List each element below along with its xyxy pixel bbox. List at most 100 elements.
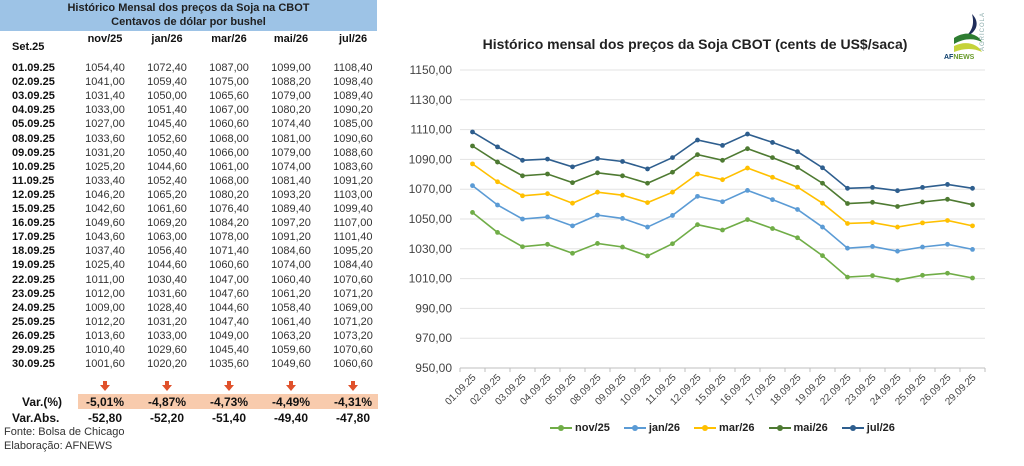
price-cell: 1065,60 (209, 90, 249, 103)
chart-title: Histórico mensal dos preços da Soja CBOT… (482, 36, 908, 52)
data-point (495, 159, 500, 165)
data-point (820, 253, 825, 259)
price-cell: 1069,00 (333, 301, 373, 314)
data-point (945, 182, 950, 187)
table-subtitle: Centavos de dólar por bushel (111, 16, 266, 28)
price-cell: 1071,20 (333, 287, 373, 300)
data-point (770, 155, 775, 161)
legend-swatch-icon (768, 423, 791, 433)
row-date: 09.09.25 (12, 146, 55, 159)
data-point (795, 207, 800, 212)
row-date: 24.09.25 (12, 301, 55, 314)
price-cell: 1089,40 (333, 90, 373, 103)
price-cell: 1084,20 (209, 217, 249, 230)
legend-label: jan/26 (648, 422, 681, 434)
price-cell: 1075,00 (209, 76, 249, 89)
data-point (795, 149, 800, 155)
data-point (545, 214, 550, 220)
price-cell: 1033,00 (147, 329, 187, 342)
price-cell: 1098,40 (333, 76, 373, 89)
data-point (520, 173, 525, 179)
table-title: Histórico Mensal dos preços da Soja na C… (67, 2, 310, 14)
row-date: 02.09.25 (12, 76, 55, 89)
data-point (845, 201, 850, 206)
legend-swatch-icon (550, 423, 572, 433)
data-point (920, 220, 925, 226)
price-cell: 1013,60 (85, 329, 125, 342)
y-tick-label: 1070,00 (409, 182, 453, 196)
line-chart: 950,00 970,00 990,00 1010,00 1030,00 1050,00 1… (409, 63, 986, 408)
var-pct-value: -5,01% (85, 395, 125, 409)
legend-item: jul/26 (841, 420, 895, 436)
price-cell: 1090,20 (333, 104, 373, 117)
price-cell: 1011,00 (85, 273, 125, 286)
legend-label: jul/26 (866, 422, 895, 434)
table-row: 19.09.25 1025,40 1044,60 1060,60 1074,00 1084… (0, 259, 377, 273)
data-point (795, 165, 800, 170)
data-point (645, 253, 650, 259)
price-cell: 1074,40 (271, 118, 311, 131)
data-point (870, 273, 875, 279)
data-point (720, 142, 725, 148)
data-point (470, 143, 475, 149)
price-cell: 1076,40 (209, 203, 249, 215)
price-cell: 1060,40 (271, 273, 311, 286)
table-row: 10.09.25 1025,20 1044,60 1061,00 1074,00 1083… (0, 161, 377, 175)
data-point (895, 277, 900, 283)
price-cell: 1079,00 (271, 90, 311, 103)
table-row: 03.09.25 1031,40 1050,00 1065,60 1079,00 1089… (0, 90, 377, 104)
data-point (670, 155, 675, 161)
row-header-label: Set.25 (12, 41, 45, 53)
price-cell: 1025,20 (85, 160, 125, 173)
price-cell: 1061,20 (271, 287, 311, 300)
table-row: 15.09.25 1042,60 1061,60 1076,40 1089,40 1099… (0, 203, 377, 217)
price-cell: 1059,40 (147, 76, 187, 89)
table-row: 29.09.25 1010,40 1029,60 1045,40 1059,60 1070… (0, 344, 377, 358)
data-point (745, 165, 750, 171)
data-point (570, 200, 575, 206)
data-point (845, 185, 850, 191)
price-cell: 1067,00 (209, 104, 249, 117)
data-point (570, 180, 575, 186)
price-cell: 1049,00 (209, 329, 249, 342)
price-cell: 1031,40 (85, 90, 125, 103)
data-point (795, 184, 800, 190)
price-cell: 1042,60 (85, 203, 125, 215)
data-point (920, 272, 925, 278)
column-header: jan/26 (151, 33, 183, 45)
trend-arrow-row (0, 378, 377, 392)
data-point (645, 224, 650, 230)
price-cell: 1050,40 (147, 146, 187, 159)
down-arrow-icon (318, 378, 388, 396)
data-point (720, 177, 725, 183)
y-tick-label: 1150,00 (410, 63, 453, 77)
legend-label: mar/26 (719, 422, 755, 434)
price-cell: 1097,20 (271, 217, 311, 230)
var-abs-label: Var.Abs. (12, 411, 60, 425)
data-point (770, 174, 775, 180)
price-cell: 1049,60 (85, 217, 125, 230)
price-cell: 1060,60 (209, 118, 249, 131)
price-cell: 1047,00 (209, 273, 249, 286)
data-point (495, 230, 500, 235)
row-date: 11.09.25 (12, 174, 55, 187)
logo-leaves-icon (954, 14, 982, 52)
var-pct-value: -4,49% (271, 395, 311, 409)
y-tick-label: 1010,00 (409, 272, 453, 286)
row-date: 25.09.25 (12, 315, 55, 328)
row-date: 08.09.25 (12, 132, 55, 145)
row-date: 29.09.25 (12, 344, 55, 356)
row-date: 18.09.25 (12, 245, 55, 258)
price-cell: 1044,60 (147, 259, 187, 272)
data-point (870, 199, 875, 205)
data-point (670, 189, 675, 195)
data-point (570, 250, 575, 256)
down-arrow-icon (70, 378, 140, 396)
var-abs-value: -51,40 (211, 411, 247, 425)
data-point (845, 245, 850, 251)
data-point (970, 185, 975, 191)
data-point (695, 222, 700, 228)
price-cell: 1059,60 (271, 344, 311, 356)
price-cell: 1028,40 (147, 301, 187, 314)
row-date: 01.09.25 (12, 62, 55, 74)
